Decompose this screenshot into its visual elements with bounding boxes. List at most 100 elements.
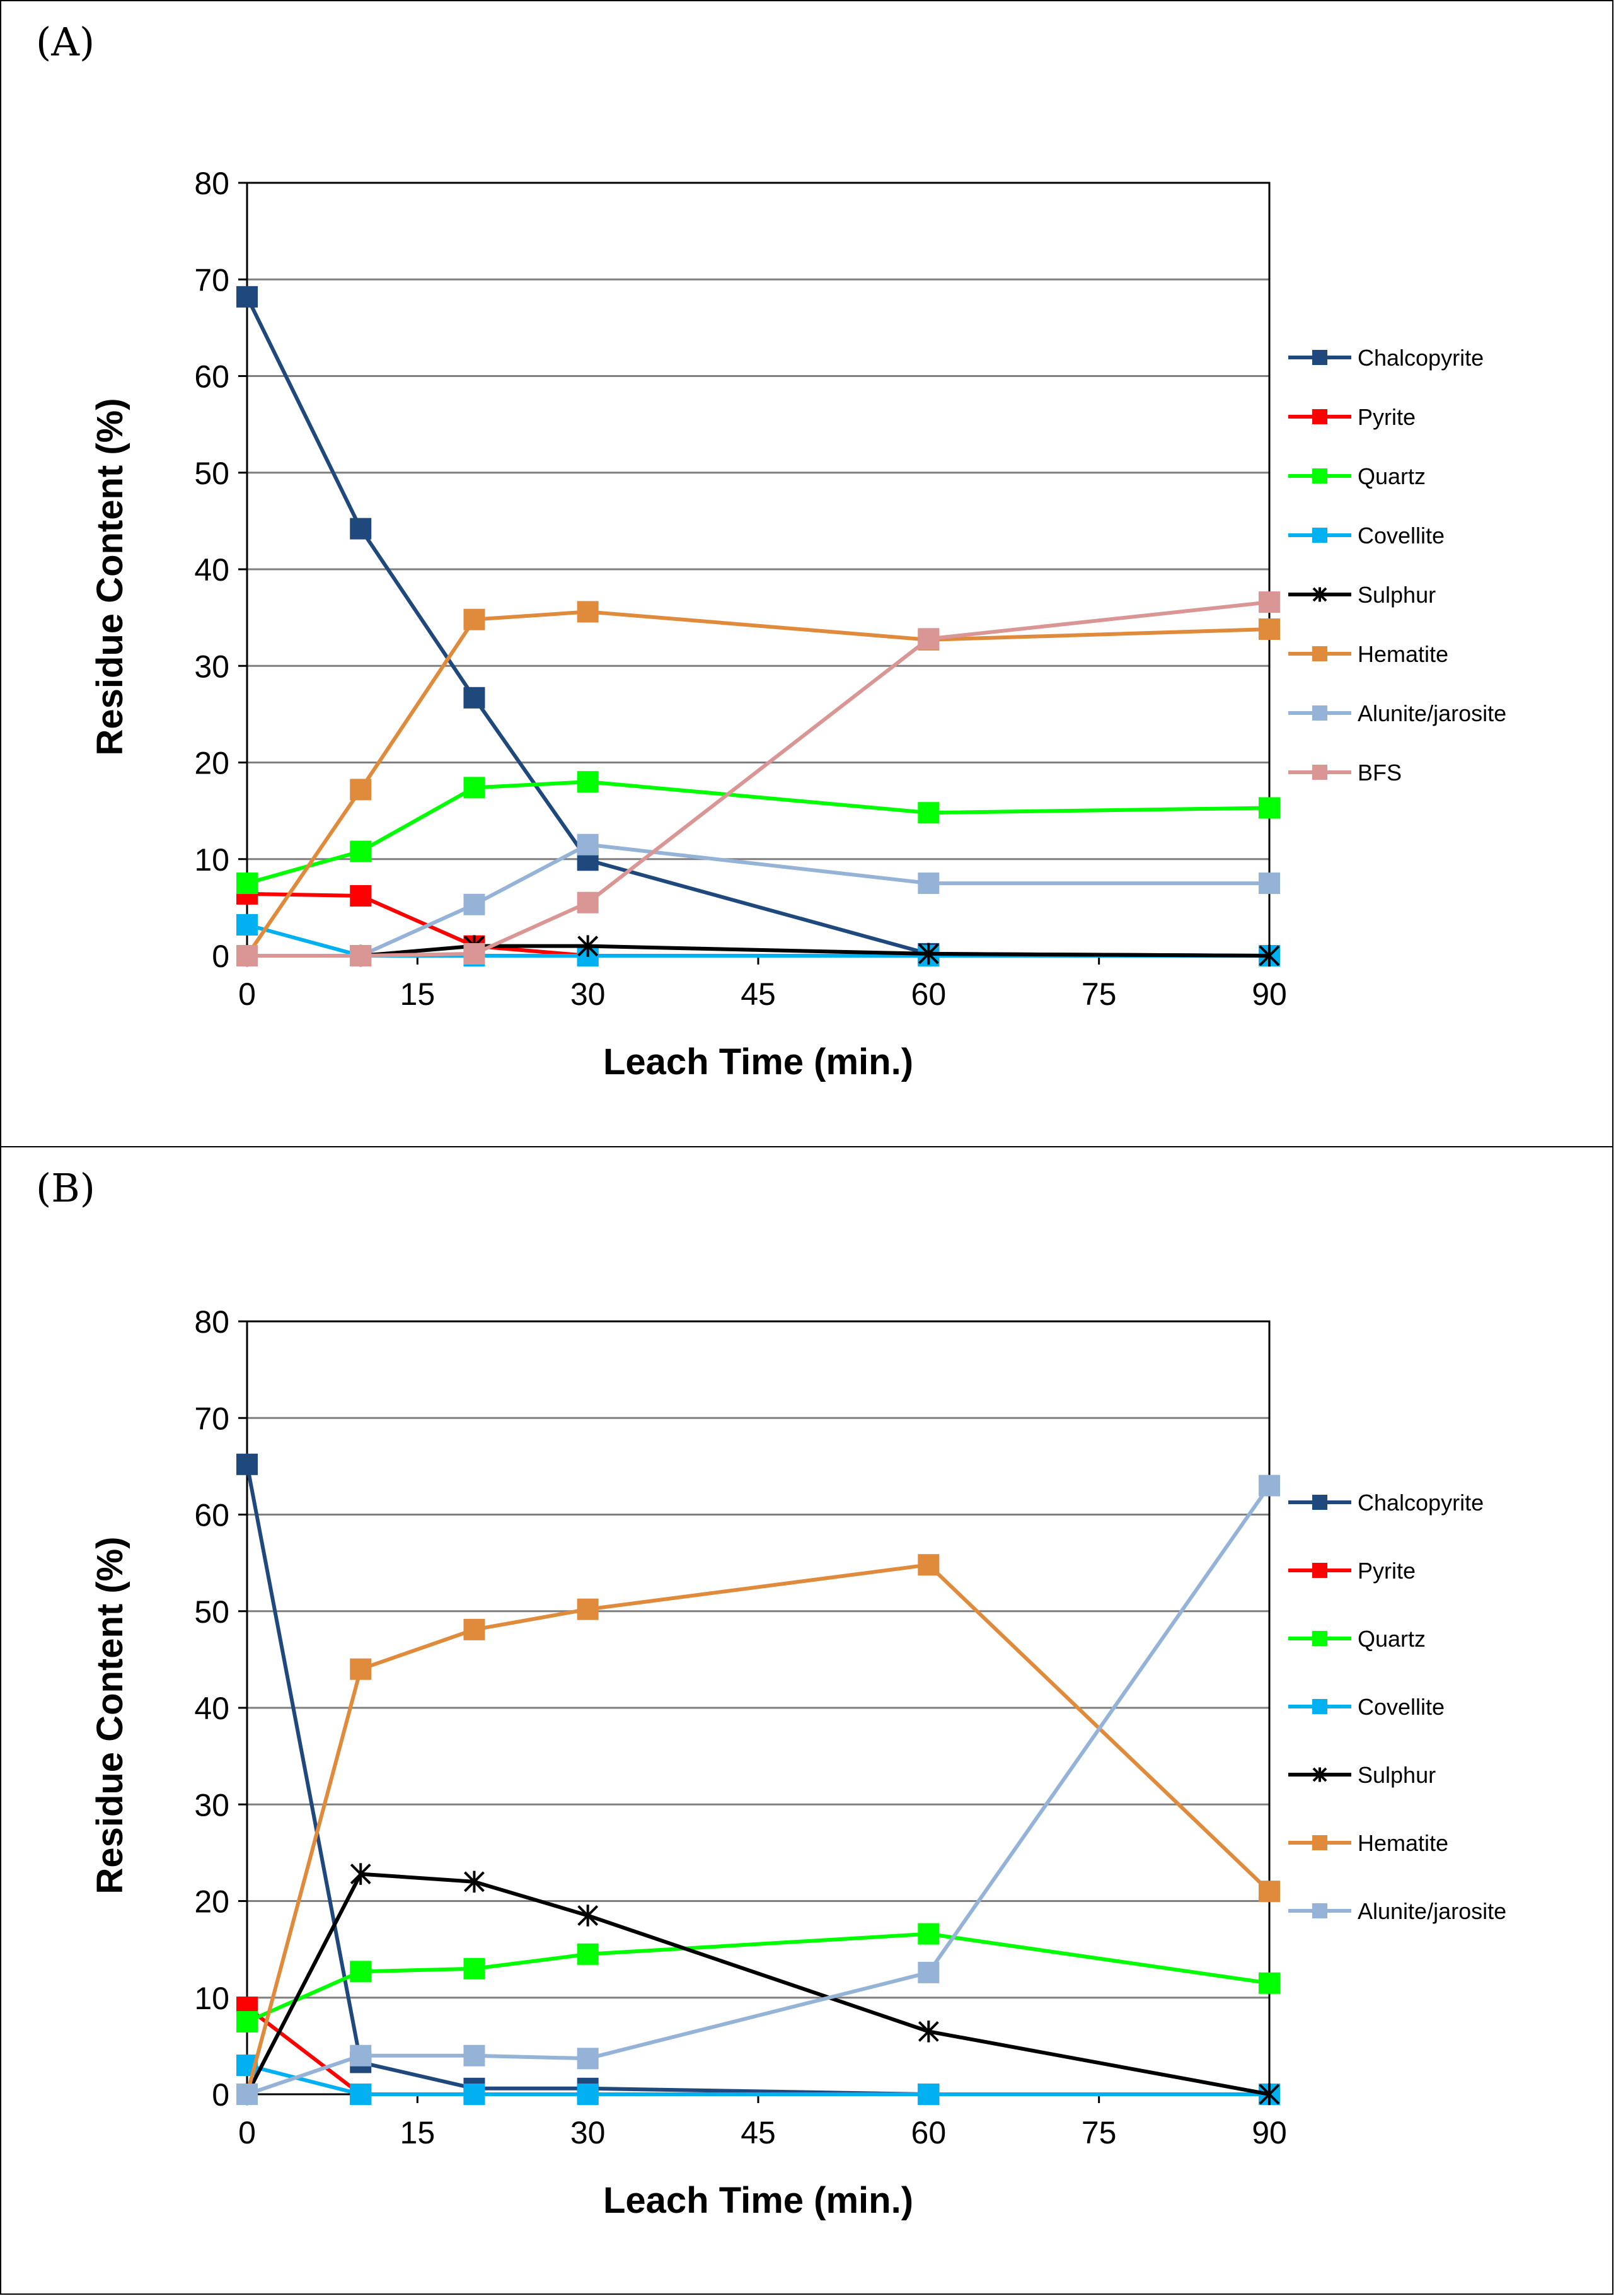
- x-tick-label: 75: [1082, 977, 1117, 1012]
- x-tick-label: 0: [238, 977, 256, 1012]
- x-tick-label: 30: [570, 977, 606, 1012]
- x-tick-label: 90: [1252, 977, 1287, 1012]
- series-line: [245, 1464, 1269, 2096]
- series-alunite-jarosite: [236, 1475, 1280, 2105]
- data-point: [577, 2048, 599, 2070]
- legend-marker: [1312, 765, 1327, 780]
- y-tick-label: 10: [194, 1981, 229, 2016]
- series-line: [246, 2063, 1269, 2096]
- legend-marker: [1312, 1699, 1327, 1714]
- data-point: [1259, 1972, 1280, 1994]
- y-axis-title: Residue Content (%): [89, 398, 130, 755]
- legend-marker: [1312, 646, 1327, 661]
- series-hematite: [236, 1554, 1280, 2105]
- data-point: [577, 2084, 599, 2105]
- y-tick-label: 10: [194, 842, 229, 878]
- data-point: [577, 1905, 599, 1927]
- data-point: [577, 935, 599, 957]
- series-line: [246, 2005, 1269, 2096]
- legend-item: Quartz: [1288, 1626, 1426, 1652]
- data-point: [918, 1554, 940, 1576]
- legend-item: Covellite: [1288, 523, 1445, 548]
- x-tick-label: 15: [400, 977, 436, 1012]
- data-point: [1259, 797, 1280, 819]
- legend-label: Alunite/jarosite: [1358, 700, 1506, 726]
- panel-label: (B): [36, 1165, 95, 1211]
- panel-a: (A) 0 10 20 30 40 50 60 70 80 0 15 30 45 60 75 90 Leach …: [0, 0, 1613, 1147]
- series-line: [245, 610, 1270, 957]
- x-tick-label: 15: [400, 2115, 436, 2150]
- y-tick-label: 30: [194, 1787, 229, 1823]
- data-point: [577, 891, 599, 913]
- x-tick-label: 45: [741, 977, 776, 1012]
- data-point: [1259, 1881, 1280, 1903]
- y-tick-label: 20: [194, 1884, 229, 1920]
- legend-label: Quartz: [1358, 463, 1426, 489]
- data-point: [464, 1870, 485, 1893]
- x-tick-label: 90: [1252, 2115, 1287, 2150]
- y-tick-label: 70: [194, 1401, 229, 1436]
- data-point: [350, 518, 372, 540]
- legend-item: Sulphur: [1288, 1762, 1436, 1788]
- legend-item: Alunite/jarosite: [1288, 1898, 1506, 1924]
- legend-item: BFS: [1288, 760, 1402, 786]
- x-tick-label: 0: [238, 2115, 256, 2150]
- data-point: [1259, 591, 1280, 613]
- legend-label: BFS: [1358, 760, 1402, 786]
- data-point: [350, 884, 372, 907]
- y-tick-label: 40: [194, 1691, 229, 1726]
- legend-item: Chalcopyrite: [1288, 345, 1484, 371]
- data-point: [463, 1618, 485, 1640]
- legend-marker: [1312, 705, 1327, 721]
- data-point: [236, 873, 258, 895]
- data-point: [1259, 618, 1280, 641]
- series-chalcopyrite: [236, 1453, 1280, 2105]
- y-tick-label: 50: [194, 456, 229, 491]
- legend-label: Alunite/jarosite: [1358, 1898, 1506, 1924]
- x-tick-label: 45: [741, 2115, 776, 2150]
- y-tick-label: 80: [194, 166, 229, 201]
- data-point: [463, 942, 485, 965]
- series-line: [245, 1563, 1271, 2095]
- data-point: [918, 942, 939, 965]
- panel-b: (B) 0 10 20 30 40 50 60 70 80 0 15 30 45 60 75 90 Leach …: [0, 1146, 1613, 2295]
- legend-label: Hematite: [1358, 641, 1448, 667]
- data-point: [236, 913, 258, 936]
- data-point: [1259, 1475, 1280, 1497]
- chart-a: 0 10 20 30 40 50 60 70 80 0 15 30 45 60 75 90 Leach Time…: [89, 166, 1506, 1082]
- data-point: [577, 1943, 599, 1965]
- data-point: [1259, 873, 1280, 895]
- data-point: [350, 1658, 372, 1680]
- data-point: [463, 777, 485, 799]
- data-point: [350, 2084, 372, 2105]
- data-point: [350, 1961, 372, 1983]
- x-axis-title: Leach Time (min.): [603, 1041, 913, 1082]
- legend-label: Covellite: [1358, 1694, 1445, 1720]
- series-line: [246, 1932, 1270, 2024]
- data-point: [236, 2084, 258, 2105]
- legend-marker: [1312, 1835, 1327, 1850]
- y-tick-label: 50: [194, 1594, 229, 1630]
- legend-marker: [1312, 1903, 1327, 1918]
- data-point: [918, 2084, 940, 2105]
- legend-label: Covellite: [1358, 523, 1445, 548]
- data-point: [577, 771, 599, 793]
- data-point: [918, 2021, 939, 2043]
- legend-item: Pyrite: [1288, 1558, 1416, 1584]
- series-bfs: [236, 591, 1280, 966]
- legend-marker: [1312, 1495, 1327, 1510]
- legend-item: Alunite/jarosite: [1288, 700, 1506, 726]
- legend-marker: [1312, 1631, 1327, 1646]
- legend-marker: [1312, 528, 1327, 543]
- data-point: [236, 945, 258, 966]
- y-axis-title: Residue Content (%): [89, 1536, 130, 1894]
- data-point: [918, 802, 940, 824]
- panel-label: (A): [36, 19, 95, 65]
- data-point: [1259, 944, 1280, 967]
- legend-label: Sulphur: [1358, 1762, 1436, 1788]
- legend-label: Pyrite: [1358, 1558, 1416, 1584]
- legend-item: Quartz: [1288, 463, 1426, 489]
- series-line: [247, 842, 1269, 958]
- x-axis-title: Leach Time (min.): [603, 2180, 913, 2221]
- y-tick-label: 30: [194, 649, 229, 684]
